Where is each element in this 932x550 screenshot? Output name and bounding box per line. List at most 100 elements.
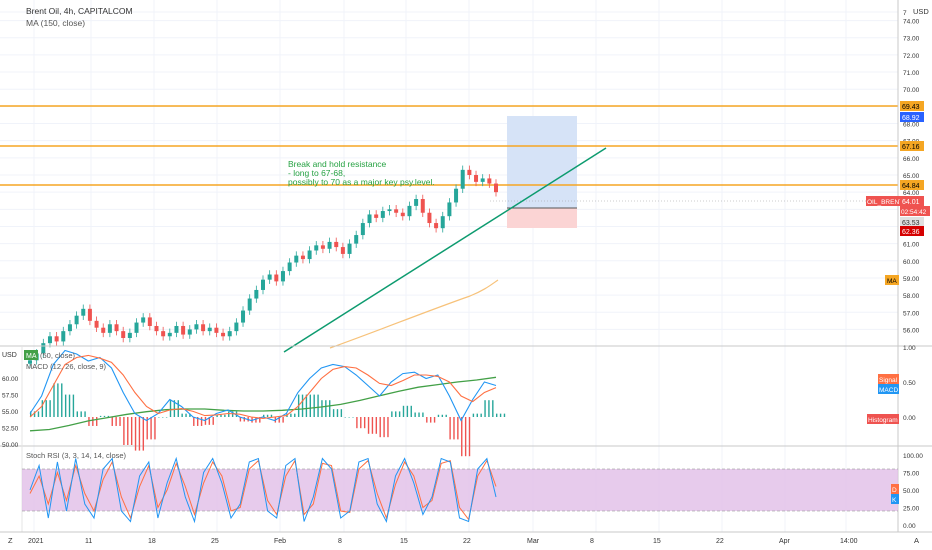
histogram-bar: [371, 417, 374, 434]
ma-legend: MA (150, close): [26, 18, 85, 28]
macd-axis[interactable]: 1.00 0.50 0.00: [903, 345, 916, 422]
candle: [114, 324, 119, 332]
stoch-axis[interactable]: 100.00 75.00 50.00 25.00 0.00: [903, 453, 923, 530]
histogram-bar: [336, 409, 339, 417]
candle: [300, 255, 305, 260]
candle: [94, 320, 99, 328]
macd-legend: MACD (12, 26, close, 9): [26, 362, 107, 371]
svg-text:68.92: 68.92: [902, 115, 920, 122]
histogram-bar: [464, 417, 467, 457]
price-tick: 72.00: [903, 53, 920, 60]
candle: [161, 331, 166, 337]
price-tick: 58.00: [903, 293, 920, 300]
zoom-z-button[interactable]: Z: [8, 536, 13, 545]
histogram-bar: [189, 413, 191, 417]
histogram-bar: [480, 413, 482, 417]
badge-69-43: 69.43: [900, 101, 924, 111]
candle: [360, 223, 365, 236]
candle: [101, 327, 106, 333]
histogram-bar: [340, 409, 343, 417]
ma50-axis: 60.00 57.50 55.00 52.50 50.00: [2, 376, 19, 449]
signal-badge: Signal: [878, 374, 899, 384]
histogram-badge: Histogram: [867, 414, 899, 424]
candle: [261, 279, 265, 290]
histogram-bar: [212, 417, 214, 425]
candle: [134, 322, 139, 333]
candle: [467, 169, 472, 175]
candlesticks: [28, 165, 498, 369]
candle: [141, 317, 146, 323]
candle: [81, 308, 86, 316]
annotation-line-2: - long to 67-68,: [288, 168, 345, 178]
time-tick: 8: [338, 538, 342, 545]
time-tick: 22: [716, 538, 724, 545]
candle: [427, 212, 432, 224]
histogram-bar: [134, 417, 137, 451]
candle: [454, 188, 459, 203]
price-tick: 59.00: [903, 276, 920, 283]
price-tick: 73.00: [903, 36, 920, 43]
candle: [47, 336, 52, 344]
histogram-bar: [356, 417, 358, 429]
time-tick: 25: [211, 538, 219, 545]
svg-text:D: D: [892, 487, 897, 494]
histogram-bar: [309, 394, 311, 417]
auto-scale-button[interactable]: A: [914, 536, 919, 545]
histogram-bar: [142, 417, 145, 451]
histogram-bar: [383, 417, 385, 438]
time-tick: Mar: [527, 538, 540, 545]
histogram-bar: [391, 411, 393, 417]
histogram-bar: [414, 412, 416, 417]
histogram-bar: [37, 411, 40, 417]
time-axis[interactable]: 2021 11 18 25 Feb 8 15 22 Mar 8 15 22 Apr 14:00: [28, 538, 858, 545]
candle: [154, 325, 159, 332]
histogram-bar: [88, 417, 90, 426]
candle: [414, 199, 419, 206]
time-tick: 15: [400, 538, 408, 545]
stop-zone[interactable]: [507, 208, 577, 228]
candle: [234, 322, 239, 332]
signal-line: [29, 354, 497, 419]
annotation-line-1: Break and hold resistance: [288, 159, 387, 169]
badge-62-36: 62.36: [900, 226, 924, 236]
stoch-tick: 25.00: [903, 506, 920, 513]
candle: [201, 324, 206, 332]
svg-text:MA: MA: [887, 278, 897, 285]
target-zone[interactable]: [507, 116, 577, 208]
svg-text:64.84: 64.84: [902, 183, 920, 190]
histogram-bar: [321, 400, 323, 417]
price-tick: 61.00: [903, 242, 920, 249]
histogram-bar: [441, 414, 444, 417]
stoch-tick: 75.00: [903, 471, 920, 478]
macd-tick: 0.00: [903, 415, 916, 422]
histogram-bar: [402, 405, 405, 417]
histogram-bar: [406, 405, 409, 417]
candle: [181, 325, 186, 335]
histogram-bar: [154, 417, 156, 440]
badge-67-16: 67.16: [900, 141, 924, 151]
stoch-band: [22, 469, 898, 511]
histogram-bar: [418, 412, 420, 417]
badge-63-53: 63.53: [900, 217, 924, 227]
histogram-bar: [387, 417, 389, 438]
histogram-bar: [503, 413, 506, 417]
histogram-bar: [30, 411, 32, 417]
time-tick: Apr: [779, 538, 791, 545]
price-tick: 60.00: [903, 259, 920, 266]
histogram-bar: [360, 417, 362, 429]
candle: [480, 178, 485, 182]
symbol-tag: OIL_BRENT: [866, 196, 903, 206]
svg-text:02:54:42: 02:54:42: [901, 209, 927, 216]
candle: [67, 324, 72, 332]
histogram-bar: [193, 417, 195, 426]
histogram-bar: [150, 417, 152, 440]
histogram-bar: [433, 417, 436, 423]
candle: [41, 343, 46, 354]
svg-text:Histogram: Histogram: [868, 417, 898, 424]
trend-line[interactable]: [283, 147, 607, 353]
position-tool[interactable]: [507, 116, 577, 228]
histogram-bar: [290, 413, 292, 417]
annotation-text[interactable]: Break and hold resistance - long to 67-6…: [288, 159, 435, 187]
histogram-bar: [332, 409, 335, 417]
